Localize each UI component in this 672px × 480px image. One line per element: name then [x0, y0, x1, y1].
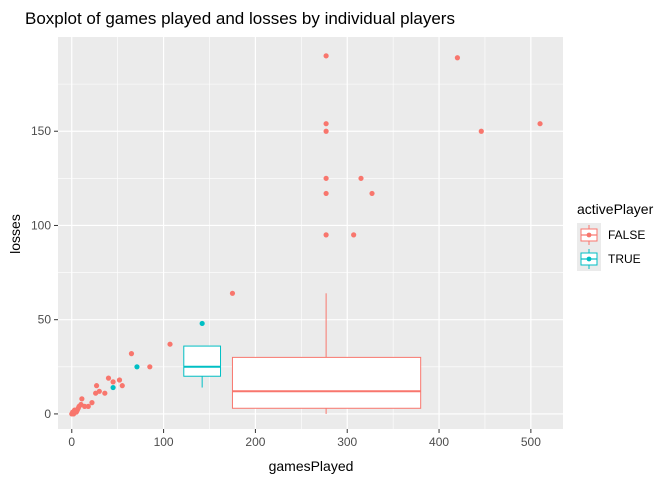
outlier-point: [323, 175, 329, 181]
boxplot-true: [183, 345, 222, 388]
outlier-point: [323, 128, 329, 134]
legend: activePlayer FALSE TRUE: [577, 201, 654, 271]
data-point: [351, 232, 357, 238]
data-point: [110, 384, 116, 391]
legend-key-point: [586, 256, 592, 262]
data-point: [134, 364, 140, 370]
data-point: [229, 290, 236, 296]
data-point: [147, 364, 153, 370]
chart-title: Boxplot of games played and losses by in…: [25, 9, 455, 28]
data-point: [119, 383, 125, 389]
legend-key-false: FALSE: [577, 223, 645, 247]
data-point: [93, 383, 100, 389]
data-point: [358, 175, 364, 181]
outlier-point: [323, 232, 329, 238]
x-tick-label: 200: [245, 435, 265, 449]
data-point: [102, 390, 108, 396]
x-tick-label: 100: [154, 435, 174, 449]
x-axis-label: gamesPlayed: [269, 458, 354, 474]
boxplots: [183, 293, 422, 414]
y-tick-label: 100: [31, 218, 51, 232]
legend-key-true: TRUE: [577, 247, 641, 271]
y-tick-label: 150: [31, 124, 51, 138]
data-point: [105, 375, 112, 381]
legend-label-true: TRUE: [608, 252, 641, 266]
data-point: [167, 341, 173, 347]
x-tick-label: 0: [68, 435, 75, 449]
data-point: [537, 121, 543, 127]
y-tick-label: 50: [38, 313, 52, 327]
data-point: [478, 128, 484, 134]
outlier-point: [323, 190, 329, 197]
box: [231, 356, 422, 409]
y-axis-label: losses: [7, 214, 23, 254]
data-point: [454, 55, 461, 61]
outlier-point: [199, 320, 205, 327]
boxplot-false: [231, 293, 422, 414]
x-tick-label: 400: [429, 435, 449, 449]
scatter-points: [69, 53, 543, 417]
data-point: [96, 388, 102, 394]
data-point: [82, 403, 88, 409]
x-tick-label: 300: [337, 435, 357, 449]
data-point: [89, 400, 95, 406]
x-axis-ticks: 0 100 200 300 400 500: [68, 429, 541, 449]
legend-title: activePlayer: [577, 201, 654, 217]
data-point: [85, 403, 91, 409]
box: [183, 345, 222, 377]
y-axis-ticks: 0 50 100 150: [31, 124, 58, 421]
legend-keys: FALSE TRUE: [577, 223, 645, 271]
data-point: [79, 396, 85, 402]
legend-key-point: [586, 232, 592, 238]
outlier-point: [323, 53, 329, 59]
data-point: [116, 377, 123, 383]
data-point: [369, 190, 375, 197]
data-point: [110, 379, 116, 385]
x-tick-label: 500: [521, 435, 541, 449]
plot-panel: [58, 37, 563, 429]
y-tick-label: 0: [44, 407, 51, 421]
legend-label-false: FALSE: [608, 228, 645, 242]
outlier-point: [323, 121, 329, 127]
data-point: [128, 351, 135, 357]
